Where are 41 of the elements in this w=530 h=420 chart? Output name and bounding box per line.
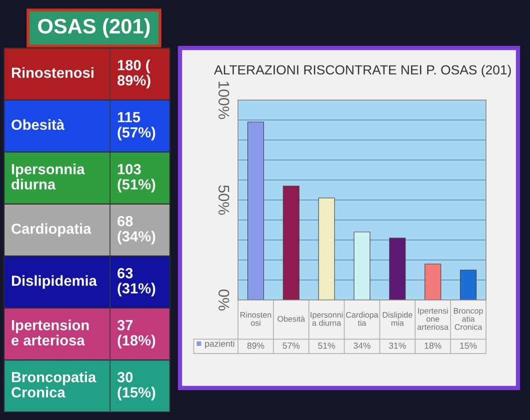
text: Ipertension e arteriosa [12, 320, 89, 346]
x-tick-label: Ipertensi one arteriosa [418, 308, 449, 330]
text: OSAS (201) [38, 18, 150, 38]
bar [389, 238, 406, 300]
x-tick-label: Dislipide mia [382, 312, 412, 326]
chart-title: ALTERAZIONI RISCONTRATE NEI P. OSAS (201) [214, 64, 511, 78]
data-label: 31% [389, 342, 406, 349]
data-label: 51% [318, 342, 336, 349]
bar [424, 264, 442, 300]
x-tick-label: Rinosten osi [240, 312, 272, 326]
data-label: 18% [424, 342, 442, 349]
data-label: 57% [282, 342, 300, 349]
data-label: 15% [460, 342, 477, 349]
x-tick-label: Cardiopa tia [346, 312, 378, 326]
text: Dislipidemia [12, 275, 97, 289]
x-tick-label: Ipersonni a diurna [310, 312, 343, 326]
y-tick-label: 0% [218, 290, 230, 310]
text: Rinostenosi [12, 67, 94, 78]
text: 103 (51%) [118, 164, 156, 192]
bar [247, 122, 264, 300]
text: Broncopatia Cronica [12, 372, 96, 398]
text: Cardiopatia [12, 223, 92, 237]
y-tick-label: 100% [218, 82, 230, 119]
x-tick-label: Broncop atia Cronica [454, 308, 483, 330]
x-tick-label: Obesità [278, 316, 306, 322]
text: Obesità [12, 119, 65, 130]
data-label: 34% [354, 342, 370, 349]
text: 180 ( 89%) [117, 60, 150, 88]
y-tick-label: 50% [218, 185, 230, 215]
text: 30 (15%) [117, 372, 156, 400]
bar [460, 270, 477, 300]
text: 115 (57%) [118, 112, 156, 140]
text: 68 (34%) [118, 216, 156, 244]
text: Ipersonnia diurna [12, 164, 85, 190]
data-label: 89% [247, 342, 264, 349]
text: 37 (18%) [117, 320, 156, 348]
bar [354, 232, 370, 300]
legend-label: pazienti [205, 340, 234, 348]
text: 63 (31%) [118, 268, 156, 296]
bar [282, 186, 300, 300]
bar [318, 198, 335, 300]
